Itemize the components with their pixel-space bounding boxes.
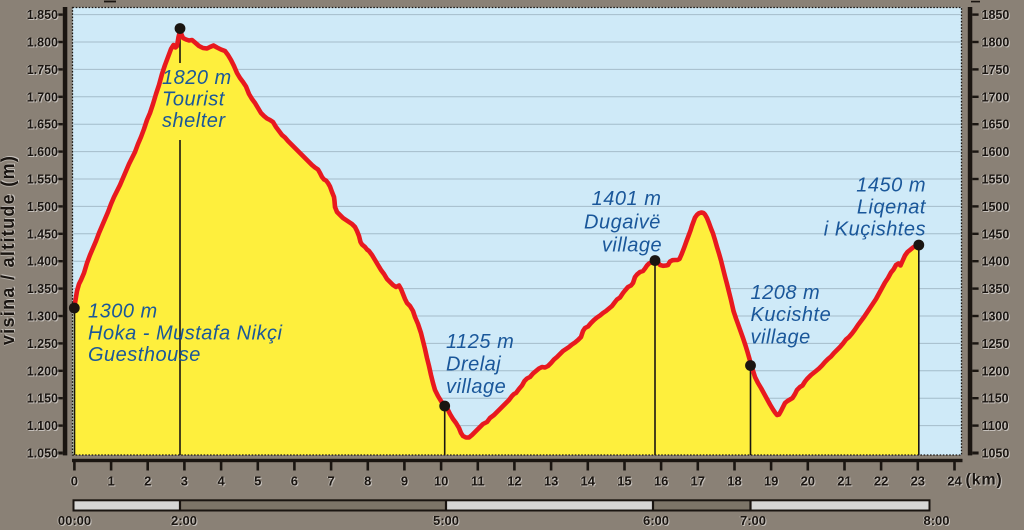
- svg-text:Tourist: Tourist: [162, 89, 226, 111]
- svg-text:20: 20: [801, 474, 815, 489]
- svg-text:1100: 1100: [982, 419, 1009, 433]
- svg-text:1.550: 1.550: [27, 173, 58, 187]
- svg-text:1650: 1650: [982, 118, 1010, 132]
- svg-text:18: 18: [727, 474, 741, 489]
- svg-text:1200: 1200: [982, 364, 1010, 378]
- svg-text:village: village: [446, 376, 506, 398]
- svg-text:10: 10: [434, 474, 448, 489]
- svg-text:19: 19: [764, 474, 778, 489]
- svg-text:1700: 1700: [982, 90, 1010, 104]
- svg-text:3: 3: [181, 474, 188, 489]
- svg-text:1.250: 1.250: [27, 337, 58, 351]
- svg-text:4: 4: [217, 474, 225, 489]
- svg-text:1800: 1800: [982, 36, 1010, 50]
- svg-text:9: 9: [401, 474, 408, 489]
- svg-text:1.600: 1.600: [27, 145, 58, 159]
- svg-text:1: 1: [107, 474, 114, 489]
- svg-text:1820 m: 1820 m: [162, 67, 232, 89]
- svg-text:Drelaj: Drelaj: [446, 354, 501, 376]
- svg-text:1401 m: 1401 m: [592, 188, 662, 210]
- svg-text:1450 m: 1450 m: [856, 174, 926, 196]
- svg-text:13: 13: [544, 474, 558, 489]
- svg-text:Liqenat: Liqenat: [857, 196, 927, 218]
- svg-text:1.050: 1.050: [27, 447, 58, 461]
- svg-text:1.150: 1.150: [27, 392, 58, 406]
- svg-text:00:00: 00:00: [58, 513, 91, 528]
- svg-text:15: 15: [617, 474, 631, 489]
- svg-text:1850: 1850: [982, 8, 1010, 22]
- svg-text:village: village: [602, 235, 662, 257]
- svg-text:1.350: 1.350: [27, 282, 58, 296]
- svg-text:i Kuçishtes: i Kuçishtes: [824, 218, 926, 240]
- svg-text:12: 12: [507, 474, 521, 489]
- svg-text:1150: 1150: [982, 392, 1009, 406]
- svg-text:6:00: 6:00: [643, 513, 669, 528]
- svg-text:1.800: 1.800: [27, 36, 58, 50]
- svg-text:1550: 1550: [982, 173, 1010, 187]
- svg-text:1.450: 1.450: [27, 227, 58, 241]
- svg-text:1.850: 1.850: [27, 8, 58, 22]
- svg-text:Guesthouse: Guesthouse: [88, 344, 201, 366]
- svg-text:8:00: 8:00: [923, 513, 949, 528]
- svg-text:1208 m: 1208 m: [751, 282, 821, 304]
- svg-text:2: 2: [144, 474, 151, 489]
- svg-text:6: 6: [291, 474, 298, 489]
- svg-text:1.750: 1.750: [27, 63, 58, 77]
- svg-text:1300 m: 1300 m: [88, 301, 158, 323]
- svg-text:7: 7: [327, 474, 334, 489]
- svg-text:1500: 1500: [982, 200, 1010, 214]
- svg-text:Hoka - Mustafa Nikçi: Hoka - Mustafa Nikçi: [88, 322, 283, 344]
- svg-text:5:00: 5:00: [433, 513, 459, 528]
- svg-text:17: 17: [691, 474, 705, 489]
- svg-text:1250: 1250: [982, 337, 1010, 351]
- svg-text:1.500: 1.500: [27, 200, 58, 214]
- svg-text:1125 m: 1125 m: [446, 331, 514, 353]
- svg-text:1400: 1400: [982, 255, 1010, 269]
- svg-text:16: 16: [654, 474, 668, 489]
- svg-text:1.650: 1.650: [27, 118, 58, 132]
- svg-text:5: 5: [254, 474, 261, 489]
- svg-text:village: village: [751, 326, 811, 348]
- svg-text:0: 0: [71, 474, 78, 489]
- svg-text:visina / altitude (m): visina / altitude (m): [0, 155, 18, 345]
- svg-text:1.100: 1.100: [27, 419, 58, 433]
- svg-text:1.200: 1.200: [27, 364, 58, 378]
- svg-text:23: 23: [911, 474, 925, 489]
- svg-text:2:00: 2:00: [171, 513, 197, 528]
- svg-text:1050: 1050: [982, 447, 1010, 461]
- svg-text:11: 11: [471, 474, 485, 489]
- svg-text:14: 14: [581, 474, 596, 489]
- svg-text:shelter: shelter: [162, 110, 226, 132]
- svg-text:Dugaivë: Dugaivë: [584, 211, 661, 233]
- svg-text:(km): (km): [966, 472, 1003, 489]
- svg-text:1600: 1600: [982, 145, 1010, 159]
- svg-text:8: 8: [364, 474, 371, 489]
- svg-text:1.300: 1.300: [27, 310, 58, 324]
- svg-text:1750: 1750: [982, 63, 1010, 77]
- svg-text:1350: 1350: [982, 282, 1010, 296]
- svg-text:24: 24: [947, 474, 962, 489]
- svg-text:1300: 1300: [982, 310, 1010, 324]
- svg-text:1.400: 1.400: [27, 255, 58, 269]
- svg-text:Kucishte: Kucishte: [751, 304, 832, 326]
- svg-text:7:00: 7:00: [740, 513, 766, 528]
- svg-text:1.700: 1.700: [27, 90, 58, 104]
- svg-text:22: 22: [874, 474, 888, 489]
- svg-text:1450: 1450: [982, 227, 1010, 241]
- svg-text:21: 21: [837, 474, 851, 489]
